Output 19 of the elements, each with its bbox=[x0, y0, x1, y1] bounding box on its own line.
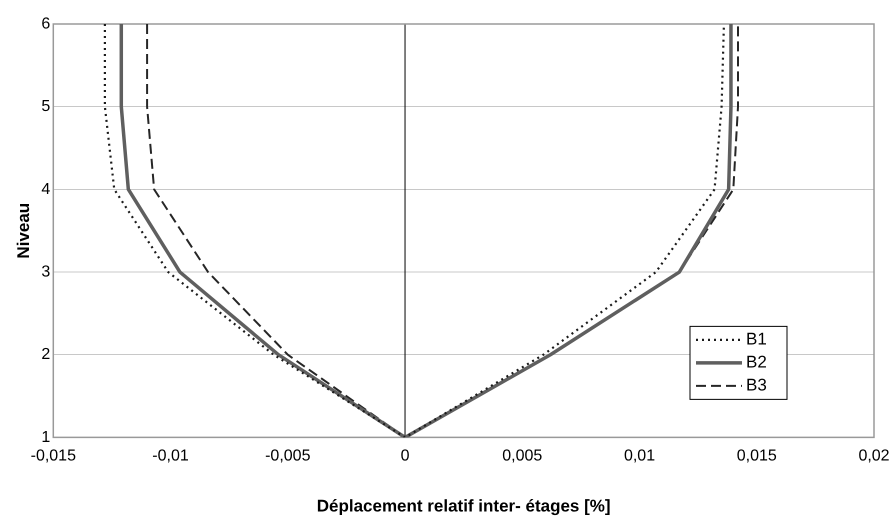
x-axis-title: Déplacement relatif inter- étages [%] bbox=[316, 496, 611, 516]
legend-label: B3 bbox=[746, 376, 767, 395]
x-tick-label: 0,005 bbox=[502, 447, 542, 464]
x-tick-label: -0,015 bbox=[30, 447, 76, 464]
y-tick-label: 5 bbox=[41, 98, 50, 116]
x-tick-label: -0,005 bbox=[265, 447, 311, 464]
y-tick-label: 4 bbox=[41, 180, 50, 198]
x-tick-label: 0,02 bbox=[858, 447, 890, 464]
x-tick-label: 0,01 bbox=[624, 447, 656, 464]
legend-label: B1 bbox=[746, 330, 767, 349]
x-tick-label: 0,015 bbox=[736, 447, 777, 464]
x-tick-label: -0,01 bbox=[152, 447, 189, 464]
y-tick-label: 2 bbox=[41, 346, 50, 364]
y-tick-label: 3 bbox=[41, 263, 50, 280]
x-tick-label: 0 bbox=[400, 447, 410, 464]
y-axis-title: Niveau bbox=[14, 202, 33, 259]
y-tick-label: 1 bbox=[41, 428, 50, 446]
legend-label: B2 bbox=[746, 352, 767, 372]
y-tick-label: 6 bbox=[41, 15, 50, 32]
